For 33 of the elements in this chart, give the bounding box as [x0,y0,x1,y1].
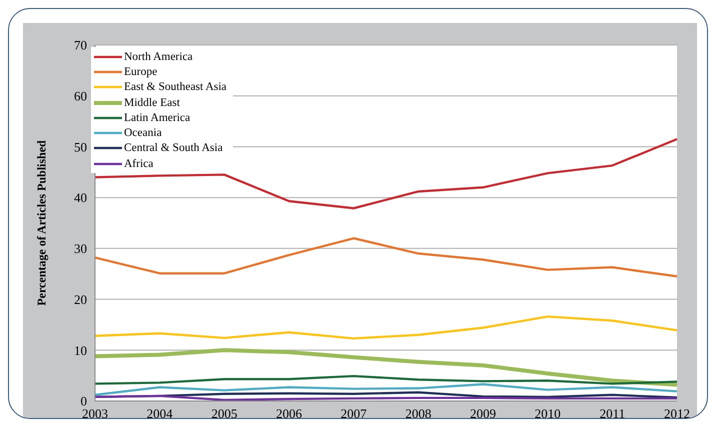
line-series [94,237,678,278]
x-tick-label: 2007 [340,406,368,422]
x-tick-label: 2003 [82,406,108,422]
legend-label: Africa [124,158,154,170]
y-tick-label: 40 [74,190,87,206]
legend-label: Latin America [124,112,190,124]
line-series [94,374,678,385]
legend-label: East & Southeast Asia [124,81,227,94]
line-series [94,383,678,396]
x-tick-label: 2011 [600,406,626,422]
x-tick-label: 2005 [211,406,238,422]
legend-label: North America [124,50,193,63]
y-tick-label: 70 [74,38,87,53]
y-axis-title: Percentage of Articles Published [34,140,48,306]
legend-label: Central & South Asia [124,142,223,154]
y-tick-label: 30 [74,241,87,256]
x-tick-label: 2006 [276,406,302,422]
legend-label: Europe [124,66,158,78]
x-tick-label: 2004 [146,406,174,422]
y-tick-label: 20 [74,292,87,307]
y-tick-label: 50 [74,139,87,154]
legend-label: Oceania [124,127,162,140]
x-tick-label: 2009 [470,406,496,422]
x-tick-label: 2012 [664,406,690,422]
legend-label: Middle East [124,96,180,109]
x-tick-label: 2010 [534,406,561,422]
line-series [94,138,678,210]
line-series [94,315,678,340]
y-tick-label: 60 [74,88,87,104]
line-series [93,348,679,387]
y-tick-label: 0 [80,394,87,409]
y-tick-label: 10 [74,342,87,358]
x-tick-label: 2008 [405,406,432,422]
